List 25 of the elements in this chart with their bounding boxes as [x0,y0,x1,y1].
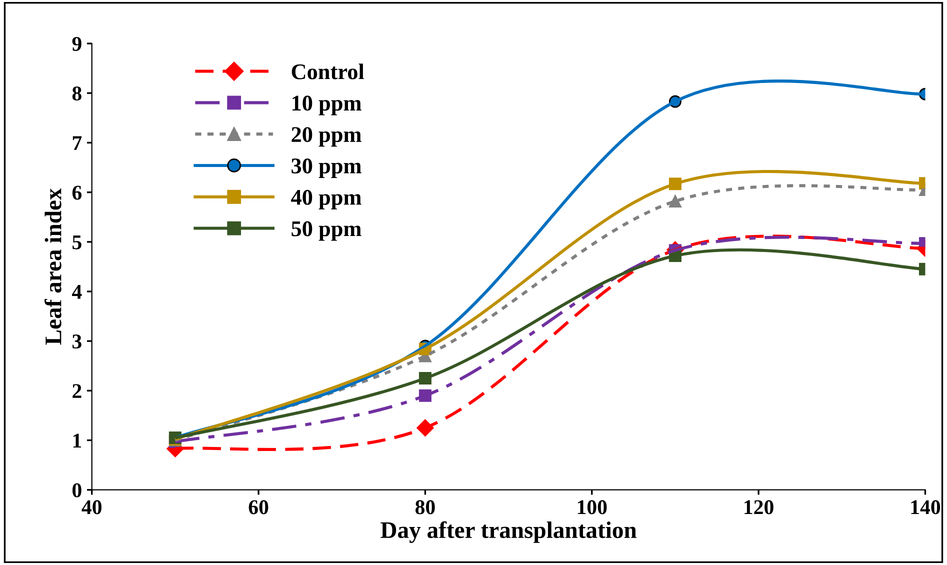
legend-label: 30 ppm [292,158,362,178]
y-tick-label: 6 [72,186,82,200]
y-tick-label: 0 [72,483,82,498]
x-tick-label: 140 [911,500,940,514]
legend-label: 50 ppm [292,221,362,241]
x-tick-label: 40 [82,500,102,514]
y-axis-title: Leaf area index [44,188,62,345]
x-tick-label: 80 [415,500,435,514]
x-tick-label: 100 [578,500,607,514]
y-tick-label: 7 [72,136,82,150]
y-tick-label: 1 [73,434,82,448]
point [668,194,682,208]
x-tick-label: 60 [248,500,268,514]
y-tick-label: 9 [72,36,82,51]
x-tick-label: 120 [744,500,774,514]
y-tick-label: 4 [72,284,82,299]
legend-label: Control [292,64,364,80]
y-tick-label: 2 [72,384,82,398]
y-tick-label: 3 [72,334,82,349]
y-tick-label: 8 [72,86,82,101]
y-tick-label: 5 [72,235,82,250]
legend-label: 10 ppm [292,96,362,116]
legend-label: 40 ppm [291,190,362,210]
x-axis-title: Day after transplantation [380,521,637,543]
legend-label: 20 ppm [292,127,362,147]
